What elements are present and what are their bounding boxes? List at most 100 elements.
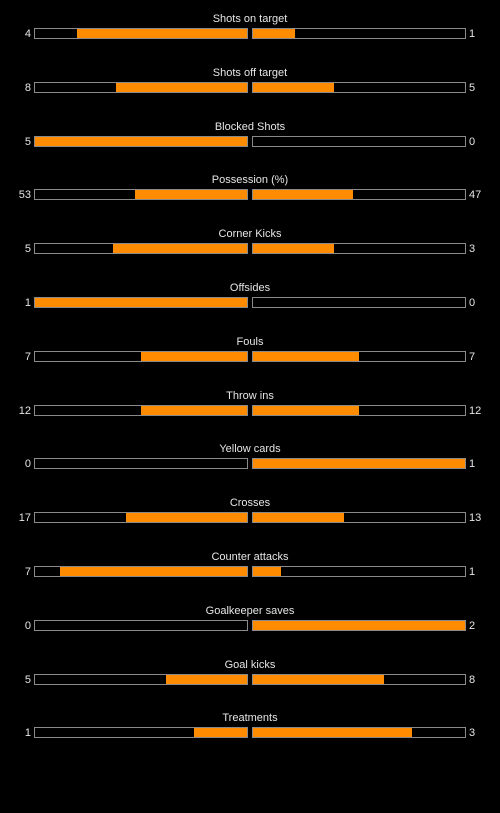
away-value: 1 bbox=[469, 28, 476, 40]
away-bar bbox=[252, 297, 466, 308]
away-bar-fill bbox=[253, 459, 465, 469]
away-bar bbox=[252, 727, 466, 739]
stat-row: Counter attacks 7 1 bbox=[0, 551, 500, 581]
home-bar bbox=[34, 566, 248, 577]
stat-row: Treatments 1 3 bbox=[0, 712, 500, 742]
away-bar bbox=[252, 512, 466, 524]
stat-title: Shots off target bbox=[212, 66, 288, 79]
away-bar bbox=[252, 566, 466, 577]
away-bar-fill bbox=[253, 567, 281, 576]
home-bar-fill bbox=[115, 82, 247, 92]
away-value: 0 bbox=[469, 135, 476, 148]
away-bar bbox=[252, 189, 466, 201]
stat-title: Treatments bbox=[222, 712, 278, 725]
home-bar bbox=[34, 619, 248, 631]
home-bar-fill bbox=[113, 244, 247, 254]
home-bar-fill bbox=[141, 405, 247, 415]
home-value: 53 bbox=[18, 189, 31, 202]
home-value: 7 bbox=[24, 350, 31, 363]
away-bar-fill bbox=[253, 351, 359, 361]
away-bar bbox=[252, 243, 466, 255]
away-value: 47 bbox=[469, 189, 482, 202]
stat-title: Counter attacks bbox=[211, 551, 289, 563]
home-bar bbox=[34, 673, 248, 685]
stat-row: Goalkeeper saves 0 2 bbox=[0, 605, 500, 635]
home-value: 8 bbox=[24, 81, 31, 94]
stat-row: Goal kicks 5 8 bbox=[0, 659, 500, 689]
stat-row: Blocked Shots 5 0 bbox=[0, 121, 500, 151]
home-value: 4 bbox=[24, 28, 31, 40]
away-bar-fill bbox=[253, 190, 353, 200]
away-value: 2 bbox=[469, 619, 476, 632]
away-value: 12 bbox=[469, 404, 482, 417]
home-value: 1 bbox=[24, 727, 31, 740]
away-bar-fill bbox=[253, 620, 465, 630]
stat-title: Fouls bbox=[236, 335, 264, 348]
home-bar-fill bbox=[126, 513, 247, 523]
home-bar bbox=[34, 727, 248, 739]
away-value: 1 bbox=[469, 458, 476, 471]
stat-title: Goal kicks bbox=[224, 658, 276, 671]
stat-title: Crosses bbox=[229, 497, 271, 510]
away-value: 13 bbox=[469, 512, 482, 525]
away-bar-fill bbox=[253, 244, 334, 254]
stat-title: Shots on target bbox=[212, 13, 288, 25]
away-value: 0 bbox=[469, 297, 476, 309]
stat-row: Shots on target 4 1 bbox=[0, 13, 500, 43]
home-value: 17 bbox=[18, 512, 31, 525]
home-value: 7 bbox=[24, 566, 31, 578]
home-bar bbox=[34, 189, 248, 201]
home-value: 5 bbox=[24, 135, 31, 148]
stat-title: Offsides bbox=[229, 282, 271, 294]
home-value: 12 bbox=[18, 404, 31, 417]
away-bar bbox=[252, 673, 466, 685]
home-bar bbox=[34, 512, 248, 524]
home-bar-fill bbox=[35, 298, 247, 307]
away-bar bbox=[252, 81, 466, 93]
away-value: 1 bbox=[469, 566, 476, 578]
stat-title: Possession (%) bbox=[211, 174, 289, 187]
home-bar bbox=[34, 297, 248, 308]
away-bar bbox=[252, 135, 466, 147]
away-bar-fill bbox=[253, 405, 359, 415]
stat-row: Corner Kicks 5 3 bbox=[0, 228, 500, 258]
home-bar-fill bbox=[194, 728, 247, 738]
stat-row: Offsides 1 0 bbox=[0, 282, 500, 312]
away-value: 5 bbox=[469, 81, 476, 94]
stat-row: Crosses 17 13 bbox=[0, 497, 500, 527]
away-bar bbox=[252, 619, 466, 631]
home-bar-fill bbox=[60, 567, 247, 576]
away-bar-fill bbox=[253, 29, 296, 38]
away-bar bbox=[252, 28, 466, 39]
home-value: 5 bbox=[24, 673, 31, 686]
home-value: 0 bbox=[24, 619, 31, 632]
stat-row: Fouls 7 7 bbox=[0, 336, 500, 366]
stat-row: Possession (%) 53 47 bbox=[0, 174, 500, 204]
away-value: 3 bbox=[469, 727, 476, 740]
home-bar-fill bbox=[77, 29, 247, 38]
stat-title: Goalkeeper saves bbox=[205, 604, 295, 617]
stat-title: Yellow cards bbox=[219, 443, 281, 456]
stat-row: Yellow cards 0 1 bbox=[0, 443, 500, 473]
home-bar-fill bbox=[35, 136, 247, 146]
stat-row: Shots off target 8 5 bbox=[0, 67, 500, 97]
away-bar-fill bbox=[253, 513, 345, 523]
stat-title: Blocked Shots bbox=[214, 120, 286, 133]
away-value: 7 bbox=[469, 350, 476, 363]
home-bar bbox=[34, 135, 248, 147]
home-bar bbox=[34, 350, 248, 362]
home-bar bbox=[34, 81, 248, 93]
home-bar-fill bbox=[141, 351, 247, 361]
away-bar bbox=[252, 458, 466, 470]
away-bar bbox=[252, 404, 466, 416]
home-bar bbox=[34, 28, 248, 39]
away-value: 8 bbox=[469, 673, 476, 686]
away-bar bbox=[252, 350, 466, 362]
home-bar bbox=[34, 243, 248, 255]
away-bar-fill bbox=[253, 674, 385, 684]
stat-title: Corner Kicks bbox=[218, 228, 282, 241]
away-value: 3 bbox=[469, 243, 476, 256]
away-bar-fill bbox=[253, 728, 412, 738]
away-bar-fill bbox=[253, 82, 334, 92]
home-bar-fill bbox=[134, 190, 247, 200]
